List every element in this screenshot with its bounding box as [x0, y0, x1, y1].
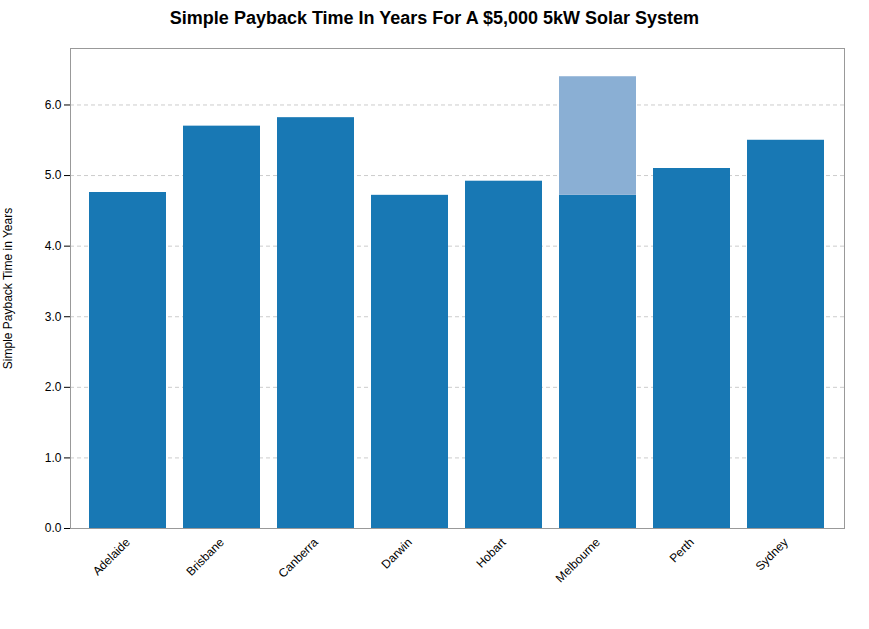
- svg-text:3.0: 3.0: [45, 310, 62, 324]
- svg-text:Darwin: Darwin: [379, 535, 415, 571]
- html-text:Simple Payback Time In Years F: Simple Payback Time In Years For A $5,00…: [169, 8, 700, 28]
- svg-text:0.0: 0.0: [45, 521, 62, 535]
- svg-text:Hobart: Hobart: [473, 535, 509, 571]
- svg-text:6.0: 6.0: [45, 98, 62, 112]
- svg-text:Perth: Perth: [667, 535, 697, 565]
- svg-text:2.0: 2.0: [45, 380, 62, 394]
- svg-text:Canberra: Canberra: [276, 535, 322, 581]
- svg-text:Simple Payback Time in Years: Simple Payback Time in Years: [1, 208, 15, 369]
- svg-text:5.0: 5.0: [45, 168, 62, 182]
- svg-text:Adelaide: Adelaide: [90, 535, 133, 578]
- svg-text:Brisbane: Brisbane: [183, 535, 227, 579]
- svg-text:Melbourne: Melbourne: [553, 535, 603, 585]
- svg-text:4.0: 4.0: [45, 239, 62, 253]
- svg-text:1.0: 1.0: [45, 451, 62, 465]
- svg-text:Sydney: Sydney: [753, 535, 791, 573]
